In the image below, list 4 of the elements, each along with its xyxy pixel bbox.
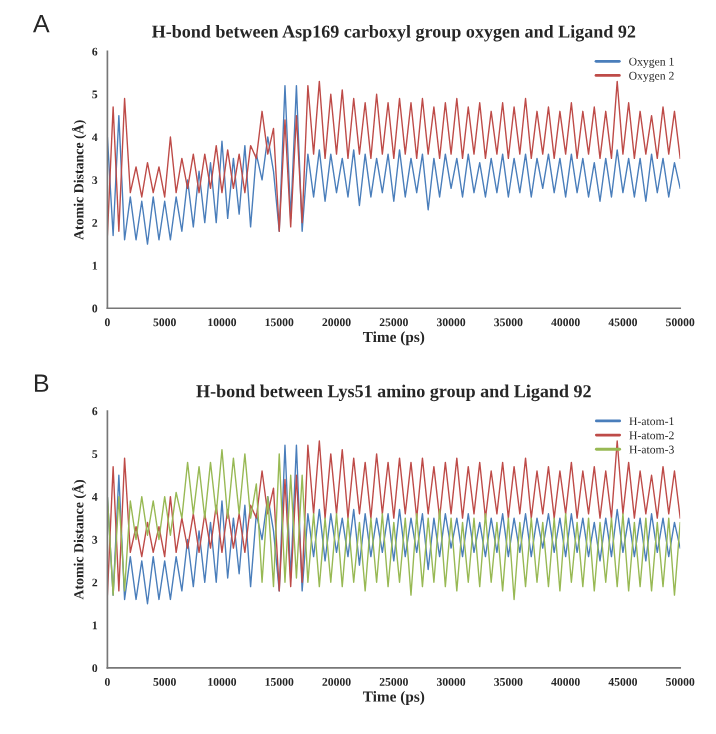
text: A bbox=[32, 14, 50, 33]
text: B bbox=[34, 374, 49, 392]
chart-title: H-bond between Lys51 amino group and Ligand 92 bbox=[196, 384, 591, 402]
chart-title: H-bond between Asp169 carboxyl group oxygen and Ligand 92 bbox=[151, 24, 636, 42]
